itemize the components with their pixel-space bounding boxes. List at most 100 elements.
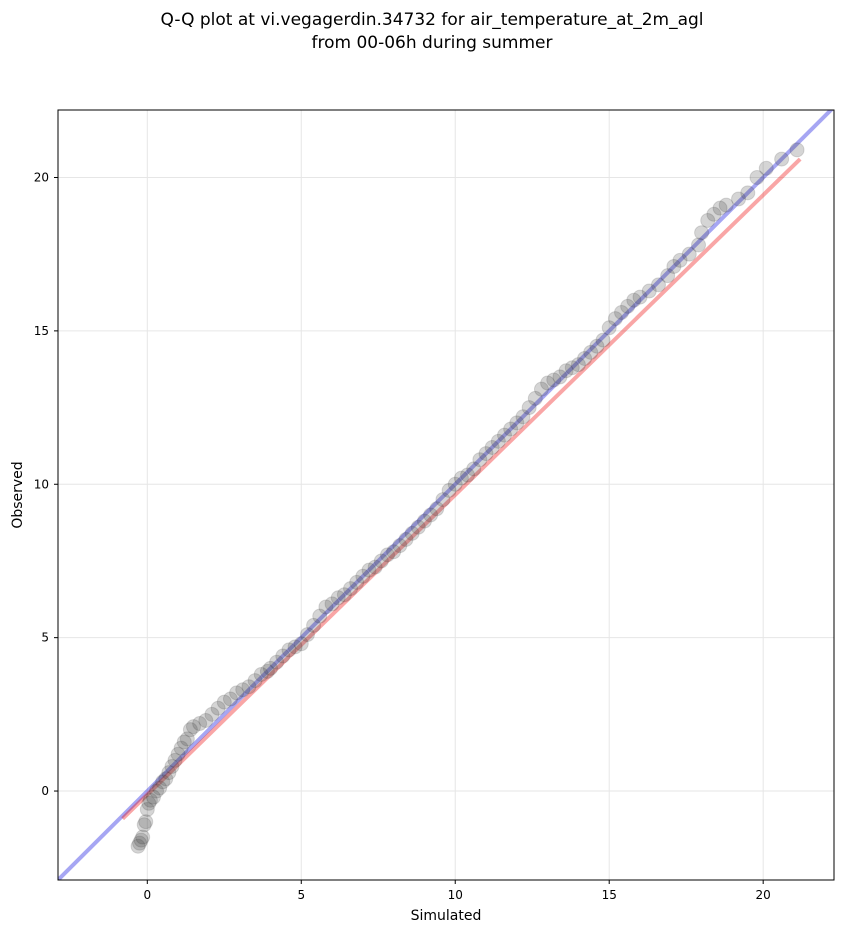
data-point	[138, 814, 154, 830]
data-point	[694, 225, 710, 241]
data-point	[650, 277, 666, 293]
data-point	[235, 682, 251, 698]
data-point	[161, 765, 177, 781]
data-point	[404, 525, 420, 541]
data-point	[145, 789, 161, 805]
data-point	[241, 679, 257, 695]
data-point	[789, 142, 805, 158]
x-tick-label: 20	[756, 888, 771, 902]
data-point	[681, 246, 697, 262]
grid-lines	[58, 110, 834, 880]
data-point	[182, 722, 198, 738]
data-point	[758, 160, 774, 176]
axis-ticks: 0 5 10 15 20 0 5 10 15 20	[34, 170, 771, 902]
data-point	[373, 553, 389, 569]
data-point	[595, 332, 611, 348]
data-point	[620, 298, 636, 314]
data-point	[173, 740, 189, 756]
data-point	[133, 832, 149, 848]
data-point	[142, 792, 158, 808]
data-point	[564, 360, 580, 376]
data-point	[324, 596, 340, 612]
fit-line	[121, 157, 802, 821]
x-tick-label: 15	[602, 888, 617, 902]
data-point	[447, 476, 463, 492]
data-point	[641, 283, 657, 299]
data-point	[691, 237, 707, 253]
y-tick-label: 15	[34, 324, 49, 338]
data-point	[774, 151, 790, 167]
data-point	[149, 783, 165, 799]
data-point	[718, 197, 734, 213]
data-point	[614, 304, 630, 320]
data-point	[130, 838, 146, 854]
data-point	[139, 801, 155, 817]
data-point	[269, 654, 285, 670]
data-point	[262, 660, 278, 676]
data-point	[472, 452, 488, 468]
data-point	[601, 320, 617, 336]
data-point	[441, 482, 457, 498]
data-point	[626, 292, 642, 308]
data-point	[132, 835, 148, 851]
plot-frame	[57, 109, 835, 881]
data-point	[558, 363, 574, 379]
x-axis-label: Simulated	[411, 908, 482, 924]
data-point	[466, 461, 482, 477]
data-point	[259, 663, 275, 679]
data-point	[398, 531, 414, 547]
data-point	[136, 817, 152, 833]
x-tick-label: 0	[143, 888, 151, 902]
data-point	[135, 829, 151, 845]
y-tick-label: 20	[34, 170, 49, 184]
data-point	[176, 734, 192, 750]
data-point	[152, 780, 168, 796]
data-point	[453, 470, 469, 486]
data-point	[503, 421, 519, 437]
data-point	[293, 636, 309, 652]
y-axis-label: Observed	[10, 461, 26, 528]
data-point	[478, 446, 494, 462]
data-point	[392, 538, 408, 554]
data-point	[367, 559, 383, 575]
data-point	[330, 590, 346, 606]
data-point	[155, 774, 171, 790]
y-tick-label: 10	[34, 477, 49, 491]
data-point	[700, 212, 716, 228]
data-point	[731, 191, 747, 207]
data-point	[521, 400, 537, 416]
data-point	[740, 185, 756, 201]
data-point	[490, 433, 506, 449]
data-point	[299, 627, 315, 643]
data-point	[416, 513, 432, 529]
data-point	[312, 608, 328, 624]
data-point	[167, 752, 183, 768]
data-point	[275, 648, 291, 664]
data-point	[410, 519, 426, 535]
data-point	[179, 731, 195, 747]
data-point	[336, 587, 352, 603]
data-point	[386, 544, 402, 560]
data-point	[247, 673, 263, 689]
data-point	[158, 771, 174, 787]
data-point	[515, 409, 531, 425]
data-point	[749, 169, 765, 185]
data-point	[706, 206, 722, 222]
data-point	[198, 712, 214, 728]
data-point	[583, 344, 599, 360]
data-point	[666, 258, 682, 274]
data-point	[361, 562, 377, 578]
chart-title-line-1: Q-Q plot at vi.vegagerdin.34732 for air_…	[160, 10, 703, 30]
data-point	[343, 581, 359, 597]
y-tick-label: 0	[41, 784, 49, 798]
chart-title-line-2: from 00-06h during summer	[312, 33, 553, 53]
identity-line	[58, 110, 834, 880]
data-point	[540, 375, 556, 391]
data-point	[484, 439, 500, 455]
data-point	[210, 700, 226, 716]
data-point	[349, 574, 365, 590]
data-point	[287, 639, 303, 655]
data-point	[170, 746, 186, 762]
data-point	[509, 415, 525, 431]
